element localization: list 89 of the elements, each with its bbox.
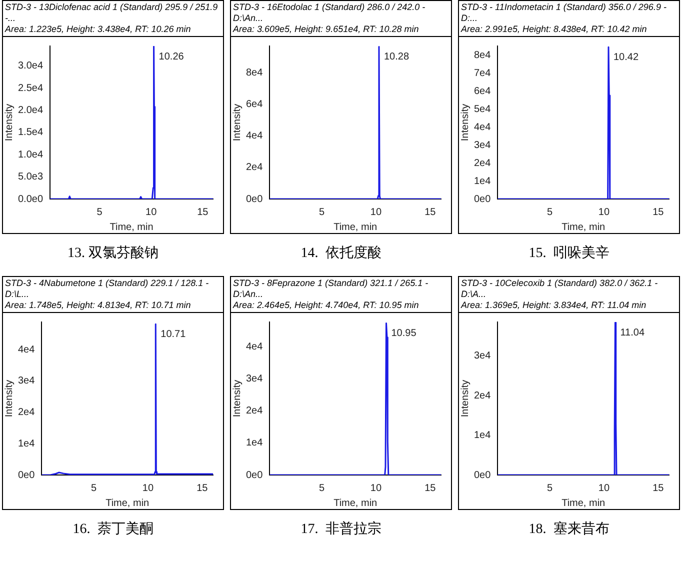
y-tick-label: 0e0 [474, 194, 492, 205]
x-tick-label: 10 [142, 482, 154, 494]
y-tick-label: 2e4 [474, 390, 492, 402]
y-tick-label: 5.0e3 [18, 172, 44, 183]
y-tick-label: 4e4 [246, 342, 264, 353]
x-tick-label: 15 [652, 206, 664, 218]
x-tick-label: 15 [197, 206, 209, 218]
x-axis-title: Time, min [334, 222, 378, 233]
y-tick-label: 8e4 [246, 68, 264, 79]
y-tick-label: 2e4 [246, 406, 264, 417]
y-tick-label: 3e4 [246, 374, 264, 385]
y-tick-label: 7e4 [474, 68, 492, 79]
text: 15. 吲哚美辛 [528, 244, 610, 262]
y-tick-label: 2e4 [246, 162, 264, 174]
x-tick-label: 15 [196, 482, 208, 494]
x-axis-title: Time, min [562, 222, 606, 233]
chart-subtitle: Area: 2.991e5, Height: 8.438e4, RT: 10.42 min [461, 24, 648, 35]
x-tick-label: 5 [96, 206, 103, 218]
y-axis-title: Intensity [232, 380, 243, 418]
text: 13. 双氯芬酸钠 [68, 244, 158, 262]
y-tick-label: 5e4 [474, 104, 492, 115]
y-tick-label: 0e0 [246, 194, 264, 205]
x-tick-label: 10 [370, 482, 382, 494]
y-axis-title: Intensity [460, 380, 471, 418]
y-tick-label: 1.5e4 [18, 127, 44, 138]
x-tick-label: 10 [598, 206, 610, 218]
annotation: 10.42 [613, 52, 639, 63]
y-tick-label: 2.0e4 [18, 105, 44, 116]
annotation: 10.71 [160, 328, 186, 340]
y-tick-label: 1.0e4 [18, 149, 44, 160]
chart-title: STD-3 - 8Feprazone 1 (Standard) 321.1 / 265.1 - D:\An... [233, 278, 430, 300]
chart-title: STD-3 - 11Indometacin 1 (Standard) 356.0 / 296.9 - D:... [461, 2, 668, 24]
chart-title: STD-3 - 4Nabumetone 1 (Standard) 229.1 / 128.1 - D:\L... [5, 278, 210, 300]
y-axis-title: Intensity [4, 380, 15, 418]
text: 17. 非普拉宗 [300, 520, 382, 538]
x-tick-label: 5 [90, 482, 97, 494]
y-tick-label: 2.5e4 [18, 82, 44, 94]
y-tick-label: 1e4 [246, 438, 264, 449]
x-axis-title: Time, min [110, 222, 154, 233]
chart-subtitle: Area: 1.223e5, Height: 3.438e4, RT: 10.26 min [5, 24, 192, 35]
x-tick-label: 5 [318, 482, 325, 494]
y-tick-label: 1e4 [18, 438, 36, 450]
y-tick-label: 3e4 [18, 376, 36, 387]
chart-subtitle: Area: 3.609e5, Height: 9.651e4, RT: 10.28 min [233, 24, 420, 35]
x-tick-label: 10 [370, 206, 382, 218]
y-tick-label: 8e4 [474, 50, 492, 61]
x-axis-title: Time, min [334, 498, 378, 509]
text: 18. 塞来昔布 [528, 520, 610, 538]
annotation: 10.26 [158, 51, 184, 62]
annotation: 11.04 [620, 327, 645, 338]
y-tick-label: 3e4 [474, 140, 492, 151]
y-tick-label: 0e0 [18, 470, 36, 481]
x-tick-label: 15 [652, 482, 664, 494]
y-axis-title: Intensity [460, 104, 471, 142]
x-tick-label: 15 [424, 206, 436, 218]
y-axis-title: Intensity [4, 104, 15, 142]
y-tick-label: 0e0 [246, 470, 264, 481]
x-axis-title: Time, min [106, 498, 150, 509]
annotation: 10.28 [384, 52, 410, 63]
chart-subtitle: Area: 2.464e5, Height: 4.740e4, RT: 10.95 min [233, 300, 420, 311]
y-tick-label: 2e4 [474, 158, 492, 169]
x-tick-label: 5 [546, 206, 553, 218]
y-tick-label: 1e4 [474, 176, 492, 187]
text: 16. 萘丁美酮 [72, 520, 154, 538]
chart-subtitle: Area: 1.369e5, Height: 3.834e4, RT: 11.04 min [461, 300, 648, 311]
y-tick-label: 6e4 [474, 86, 492, 97]
chart-title: STD-3 - 16Etodolac 1 (Standard) 286.0 / 242.0 - D:\An... [233, 2, 426, 24]
x-tick-label: 15 [424, 482, 436, 494]
y-tick-label: 4e4 [246, 130, 264, 142]
y-tick-label: 1e4 [474, 430, 492, 442]
text: 14. 依托度酸 [300, 244, 382, 262]
y-tick-label: 3e4 [474, 350, 492, 362]
y-tick-label: 4e4 [18, 344, 36, 356]
y-axis-title: Intensity [232, 104, 243, 142]
y-tick-label: 0.0e0 [18, 194, 44, 205]
chart-title: STD-3 - 10Celecoxib 1 (Standard) 382.0 / 362.1 - D:\A... [461, 278, 659, 300]
y-tick-label: 0e0 [474, 470, 492, 481]
x-axis-title: Time, min [562, 498, 606, 509]
x-tick-label: 10 [598, 482, 610, 494]
y-tick-label: 6e4 [246, 99, 264, 110]
x-tick-label: 5 [546, 482, 553, 494]
x-tick-label: 10 [146, 206, 158, 218]
chart-subtitle: Area: 1.748e5, Height: 4.813e4, RT: 10.71 min [5, 300, 192, 311]
chart-title: STD-3 - 13Diclofenac acid 1 (Standard) 295.9 / 251.9 -... [5, 2, 219, 24]
annotation: 10.95 [391, 328, 417, 340]
x-tick-label: 5 [318, 206, 325, 218]
y-tick-label: 3.0e4 [18, 60, 44, 72]
y-tick-label: 4e4 [474, 122, 492, 133]
y-tick-label: 2e4 [18, 407, 36, 418]
